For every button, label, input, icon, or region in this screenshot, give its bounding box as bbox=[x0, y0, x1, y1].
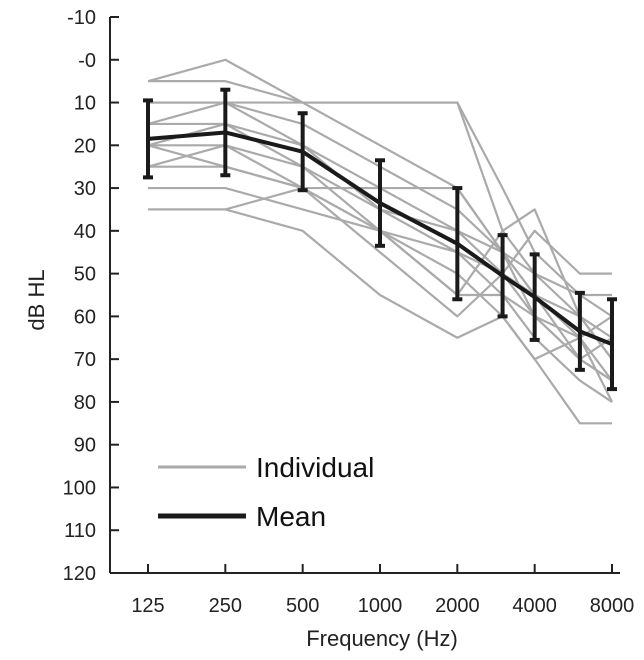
y-tick-label: 40 bbox=[74, 221, 96, 243]
y-tick-label: 100 bbox=[63, 477, 96, 499]
individual-line bbox=[148, 208, 612, 425]
mean-error-bar bbox=[452, 186, 463, 302]
mean-error-bar bbox=[574, 290, 585, 372]
x-tick-label: 125 bbox=[131, 595, 164, 617]
y-tick-label: 20 bbox=[74, 135, 96, 157]
mean-error-bar bbox=[297, 111, 308, 193]
individual-line bbox=[148, 101, 613, 360]
mean-error-bar bbox=[143, 98, 153, 180]
x-tick-label: 2000 bbox=[435, 595, 480, 617]
mean-error-bar bbox=[375, 158, 385, 248]
y-tick-label: 90 bbox=[74, 435, 96, 457]
legend-mean-label: Mean bbox=[256, 501, 326, 532]
y-axis-label: dB HL bbox=[24, 269, 49, 330]
y-tick-label: -10 bbox=[67, 7, 96, 29]
x-tick-label: 4000 bbox=[512, 595, 557, 617]
y-tick-label: 110 bbox=[64, 520, 96, 542]
legend: Individual Mean bbox=[158, 452, 374, 532]
y-tick-label: 80 bbox=[74, 392, 96, 414]
y-tick-label: -0 bbox=[78, 50, 96, 72]
y-tick-label: 70 bbox=[74, 349, 96, 371]
x-tick-label: 1000 bbox=[358, 595, 403, 617]
mean-error-bar bbox=[220, 87, 231, 178]
x-tick-label: 8000 bbox=[590, 595, 635, 617]
y-tick-label: 30 bbox=[74, 178, 96, 200]
x-axis-label: Frequency (Hz) bbox=[306, 626, 458, 651]
x-tick-label: 250 bbox=[209, 595, 242, 617]
mean-error-bar bbox=[607, 297, 617, 392]
y-tick-label: 10 bbox=[74, 93, 96, 115]
x-tick-label: 500 bbox=[286, 595, 319, 617]
y-tick-label: 120 bbox=[63, 563, 96, 585]
mean-error-bar bbox=[529, 252, 540, 342]
y-tick-label: 50 bbox=[74, 264, 96, 286]
axes bbox=[109, 16, 620, 574]
tick-labels: -10 -0 10 20 30 40 50 60 70 80 90 100 110 120 125 250 50… bbox=[63, 7, 635, 617]
mean-series bbox=[143, 87, 617, 392]
legend-individual-label: Individual bbox=[256, 452, 374, 483]
y-tick-label: 60 bbox=[74, 306, 96, 328]
mean-error-bar bbox=[497, 233, 508, 319]
